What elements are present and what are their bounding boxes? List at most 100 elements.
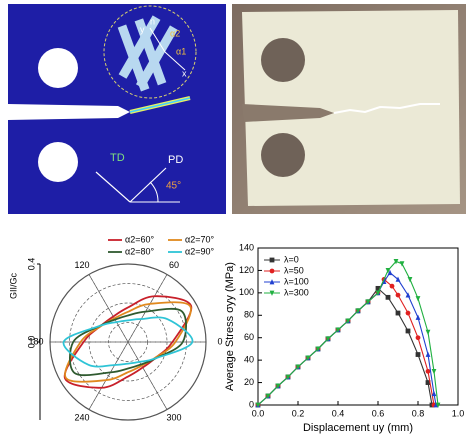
- polar-curve: [64, 301, 192, 383]
- y-tick-label: 120: [239, 265, 254, 275]
- y-axis-label: Average Stress σyy (MPa): [224, 262, 236, 391]
- td-label: TD: [110, 152, 125, 164]
- legend-label: λ=50: [284, 265, 304, 275]
- marker: [405, 328, 411, 334]
- marker: [265, 393, 271, 399]
- marker: [431, 390, 437, 397]
- legend-label: λ=0: [284, 254, 299, 264]
- marker: [425, 380, 431, 385]
- r-tick-label: 0.4: [26, 258, 36, 271]
- legend-marker: [269, 290, 275, 296]
- marker: [385, 268, 391, 274]
- photo-panel: [232, 4, 466, 214]
- pd-arrow: [129, 167, 167, 203]
- theta-label: 180: [28, 336, 43, 346]
- theta-label: 0: [217, 336, 222, 346]
- marker: [395, 292, 401, 298]
- x-tick-label: 0.0: [252, 408, 265, 418]
- y-tick-label: 100: [239, 287, 254, 297]
- crack: [333, 103, 440, 114]
- theta-spoke: [88, 274, 168, 410]
- marker: [395, 276, 401, 282]
- plot-frame: [257, 247, 459, 406]
- marker: [425, 351, 431, 357]
- theta-label: 120: [74, 260, 89, 270]
- y-tick-label: 20: [244, 377, 254, 387]
- hole: [261, 133, 305, 177]
- r-tick-label: 0.0: [26, 336, 36, 349]
- td-arrow: [95, 171, 131, 203]
- marker: [355, 308, 361, 314]
- legend-label: α2=90°: [185, 246, 214, 256]
- polar-curve: [63, 295, 193, 389]
- x-tick-label: 0.8: [412, 408, 425, 418]
- marker: [415, 352, 421, 357]
- theta-label: 60: [169, 260, 179, 270]
- marker: [405, 292, 411, 298]
- x-tick-label: 0.4: [332, 408, 345, 418]
- marker: [415, 296, 421, 302]
- y-tick-label: 60: [244, 332, 254, 342]
- marker: [425, 368, 431, 374]
- legend-marker: [269, 279, 275, 285]
- inset-axis: [149, 27, 166, 53]
- marker: [405, 310, 411, 316]
- inset-n: n: [150, 16, 155, 26]
- x-axis-label: Displacement uy (mm): [303, 422, 413, 434]
- series-line: [257, 287, 433, 406]
- hole: [38, 48, 78, 88]
- marker: [285, 374, 291, 380]
- inset-axis: [164, 51, 186, 71]
- inset-a2: α2: [170, 28, 180, 38]
- inset-circle: [103, 5, 197, 99]
- marker: [325, 336, 331, 342]
- marker: [375, 285, 381, 291]
- y-tick-label: 40: [244, 355, 254, 365]
- theta-label: 300: [166, 413, 181, 423]
- angle-arc: [149, 181, 159, 203]
- marker: [389, 283, 395, 289]
- marker: [375, 290, 381, 296]
- legend-label: λ=100: [284, 276, 309, 286]
- marker: [425, 329, 431, 336]
- marker: [387, 269, 393, 276]
- legend-label: α2=70°: [185, 234, 214, 244]
- polar-curve: [69, 307, 187, 377]
- marker: [431, 368, 437, 375]
- schematic-panel: TD PD 45° n y x α2 α1: [8, 4, 226, 214]
- marker: [345, 318, 351, 324]
- legend-label: λ=300: [284, 287, 309, 297]
- x-tick-label: 0.6: [372, 408, 385, 418]
- y-tick-label: 0: [249, 399, 254, 409]
- marker: [415, 314, 421, 320]
- inset-x: x: [182, 68, 187, 78]
- inset-a1: α1: [176, 46, 186, 56]
- marker: [255, 402, 261, 408]
- legend-label: α2=60°: [125, 234, 154, 244]
- legend-marker: [269, 268, 275, 274]
- y-tick-label: 80: [244, 310, 254, 320]
- pd-label: PD: [168, 154, 183, 166]
- marker: [407, 277, 413, 283]
- notch: [8, 104, 130, 120]
- hole: [261, 38, 305, 82]
- r-axis-label: GII/Gc: [8, 273, 18, 300]
- series-line: [257, 278, 435, 406]
- marker: [335, 327, 341, 333]
- x-tick-label: 1.0: [452, 408, 465, 418]
- marker: [305, 355, 311, 361]
- marker: [399, 261, 405, 267]
- marker: [315, 346, 321, 352]
- marker: [395, 310, 401, 316]
- legend-label: α2=80°: [125, 246, 154, 256]
- marker: [385, 294, 391, 300]
- marker: [275, 383, 281, 389]
- marker: [435, 402, 441, 408]
- theta-label: 240: [74, 413, 89, 423]
- polar-curve: [62, 316, 194, 368]
- hole: [38, 142, 78, 182]
- strip: [135, 25, 178, 89]
- strip: [118, 15, 161, 79]
